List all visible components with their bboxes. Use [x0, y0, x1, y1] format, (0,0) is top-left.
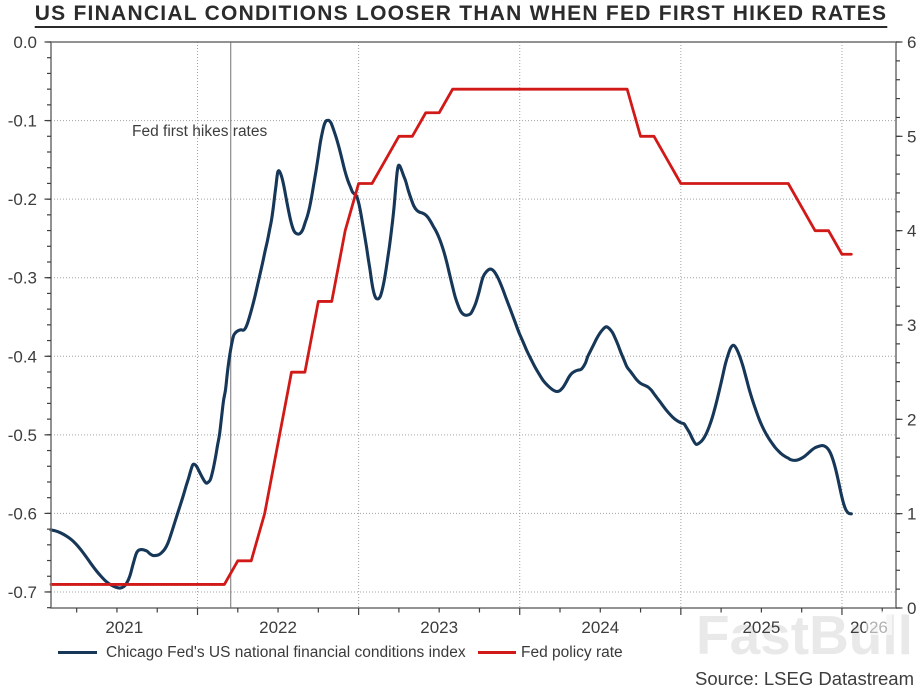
- tick-label-left: -0.5: [8, 426, 37, 445]
- legend-label-nfci: Chicago Fed's US national financial cond…: [106, 644, 466, 661]
- series-line-nfci: [49, 118, 853, 590]
- tick-label-left: -0.7: [8, 583, 37, 602]
- tick-label-left: -0.1: [8, 112, 37, 131]
- tick-label-left: 0.0: [13, 33, 37, 52]
- tick-label-year: 2021: [105, 618, 143, 637]
- tick-label-right: 3: [907, 316, 916, 335]
- tick-label-year: 2023: [420, 618, 458, 637]
- legend-swatch-nfci: [58, 651, 97, 654]
- tick-label-right: 4: [907, 222, 916, 241]
- tick-label-year: 2022: [259, 618, 297, 637]
- series-line-fed-policy-rate: [49, 87, 853, 586]
- event-annotation: Fed first hikes rates: [132, 123, 268, 140]
- tick-label-left: -0.4: [8, 347, 37, 366]
- source-attribution: Source: LSEG Datastream: [694, 668, 914, 689]
- tick-label-year: 2025: [742, 618, 780, 637]
- tick-label-right: 5: [907, 127, 916, 146]
- legend-swatch-fed-policy-rate: [478, 651, 516, 654]
- tick-label-year: 2024: [581, 618, 619, 637]
- legend-label-fed-policy-rate: Fed policy rate: [521, 644, 623, 661]
- tick-label-left: -0.3: [8, 269, 37, 288]
- tick-label-left: -0.2: [8, 190, 37, 209]
- tick-label-right: 0: [907, 599, 916, 618]
- tick-label-right: 1: [907, 505, 916, 524]
- chart-title: US FINANCIAL CONDITIONS LOOSER THAN WHEN…: [34, 2, 888, 25]
- tick-label-left: -0.6: [8, 504, 37, 523]
- tick-label-right: 2: [907, 410, 916, 429]
- tick-label-right: 6: [907, 33, 916, 52]
- watermark-highlight: [866, 611, 892, 635]
